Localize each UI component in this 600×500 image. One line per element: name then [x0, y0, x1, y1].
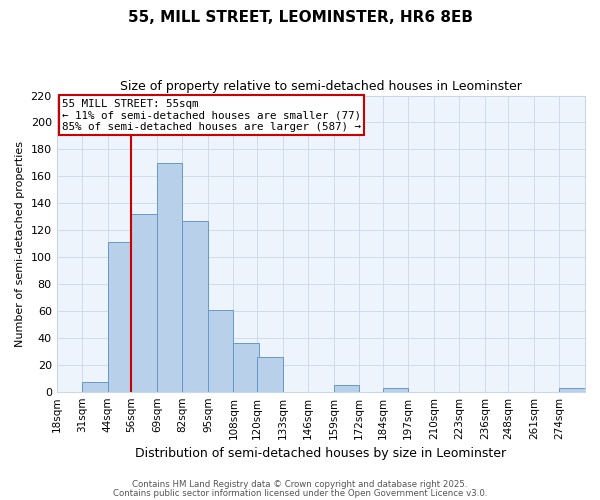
Bar [383, 388, 408, 392]
Bar [157, 163, 182, 392]
Title: Size of property relative to semi-detached houses in Leominster: Size of property relative to semi-detach… [120, 80, 522, 93]
Bar [108, 242, 133, 392]
Text: 55 MILL STREET: 55sqm
← 11% of semi-detached houses are smaller (77)
85% of semi: 55 MILL STREET: 55sqm ← 11% of semi-deta… [62, 98, 361, 132]
Bar [559, 388, 585, 392]
Text: Contains HM Land Registry data © Crown copyright and database right 2025.: Contains HM Land Registry data © Crown c… [132, 480, 468, 489]
Bar [182, 220, 208, 392]
Bar [334, 385, 359, 392]
Bar [257, 356, 283, 392]
Text: Contains public sector information licensed under the Open Government Licence v3: Contains public sector information licen… [113, 488, 487, 498]
Bar [233, 343, 259, 392]
Bar [208, 310, 233, 392]
Bar [82, 382, 108, 392]
Y-axis label: Number of semi-detached properties: Number of semi-detached properties [15, 140, 25, 346]
X-axis label: Distribution of semi-detached houses by size in Leominster: Distribution of semi-detached houses by … [135, 447, 506, 460]
Bar [131, 214, 157, 392]
Text: 55, MILL STREET, LEOMINSTER, HR6 8EB: 55, MILL STREET, LEOMINSTER, HR6 8EB [128, 10, 473, 25]
